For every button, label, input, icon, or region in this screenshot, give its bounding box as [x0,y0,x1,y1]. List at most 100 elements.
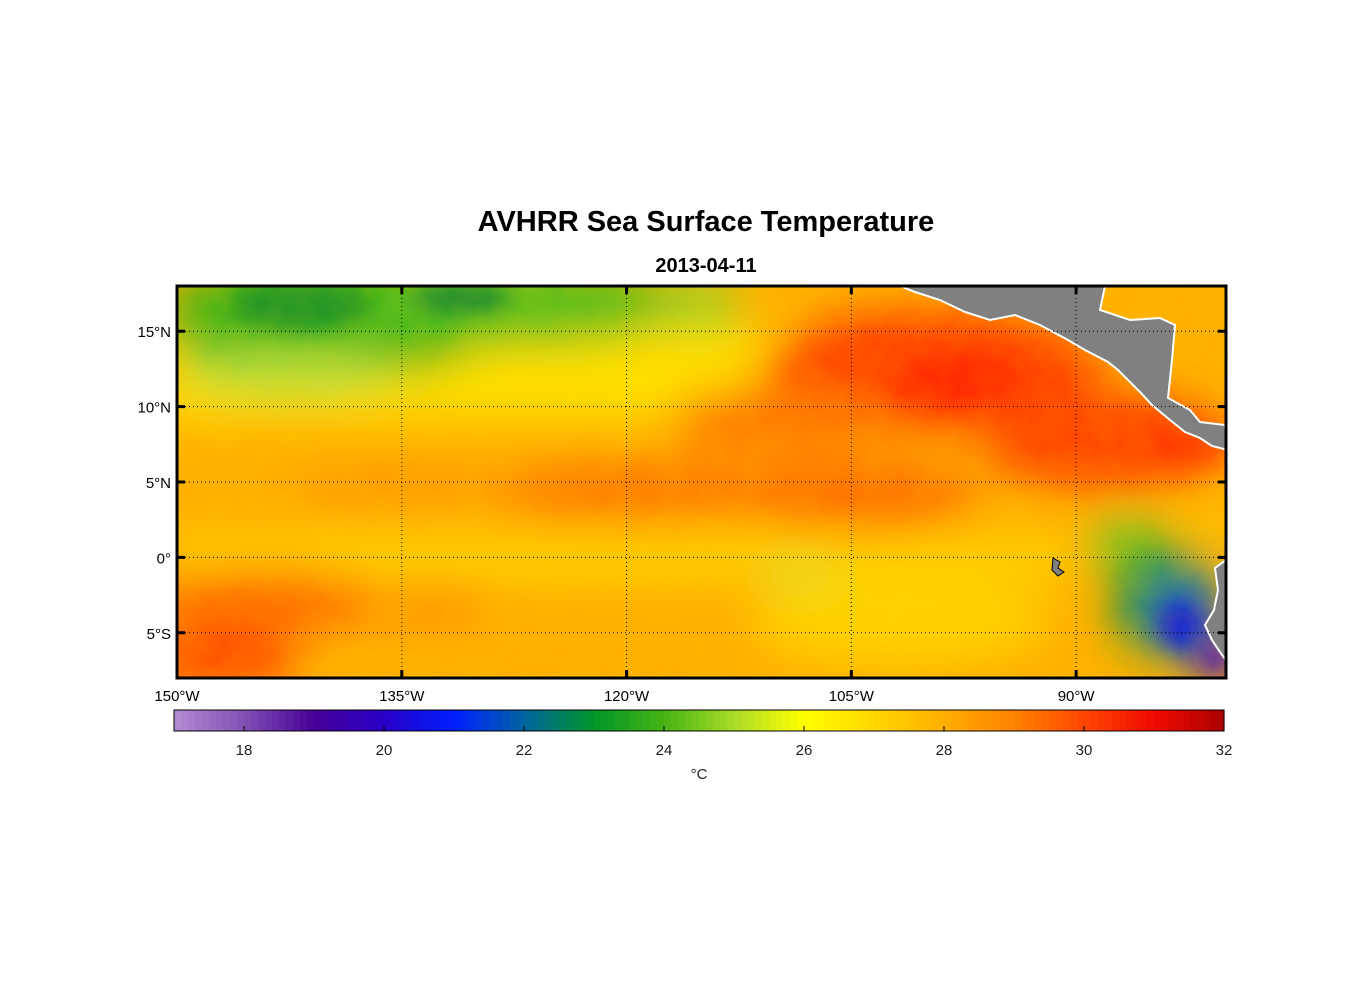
colorbar-step [706,710,714,731]
colorbar-step [223,710,231,731]
colorbar-step [580,710,588,731]
colorbar-step [909,710,917,731]
lat-tick-label: 0° [157,550,171,567]
colorbar-step [986,710,994,731]
colorbar-step [426,710,434,731]
colorbar-step [370,710,378,731]
colorbar-step [363,710,371,731]
colorbar-step [867,710,875,731]
colorbar-step [811,710,819,731]
colorbar-step [657,710,665,731]
colorbar-step [678,710,686,731]
colorbar-step [391,710,399,731]
colorbar-tick-label: 20 [376,742,393,759]
colorbar-step [860,710,868,731]
colorbar-step [755,710,763,731]
colorbar-step [1217,710,1225,731]
colorbar-step [335,710,343,731]
colorbar-step [489,710,497,731]
colorbar-tick-label: 24 [656,742,673,759]
colorbar-step [734,710,742,731]
colorbar-step [748,710,756,731]
colorbar-step [713,710,721,731]
colorbar-unit-label: °C [691,766,708,783]
colorbar-step [930,710,938,731]
colorbar-step [727,710,735,731]
colorbar-step [587,710,595,731]
colorbar-step [510,710,518,731]
colorbar-step [573,710,581,731]
colorbar-step [251,710,259,731]
colorbar-step [433,710,441,731]
colorbar-step [356,710,364,731]
colorbar-step [475,710,483,731]
colorbar-step [1000,710,1008,731]
colorbar-step [1091,710,1099,731]
colorbar-step [839,710,847,731]
map-gridlines [177,286,1226,678]
colorbar-step [1077,710,1085,731]
colorbar-step [1140,710,1148,731]
colorbar-step [776,710,784,731]
colorbar-step [454,710,462,731]
colorbar-step [538,710,546,731]
colorbar-step [720,710,728,731]
colorbar-step [797,710,805,731]
colorbar-step [902,710,910,731]
colorbar-step [188,710,196,731]
colorbar-step [496,710,504,731]
colorbar-step [958,710,966,731]
colorbar-step [1112,710,1120,731]
colorbar-step [1133,710,1141,731]
colorbar-step [286,710,294,731]
colorbar-step [622,710,630,731]
colorbar-step [405,710,413,731]
lon-tick-label: 90°W [1058,688,1096,705]
lat-tick-label: 15°N [137,324,171,341]
colorbar-step [1161,710,1169,731]
colorbar-step [692,710,700,731]
colorbar-step [804,710,812,731]
map-title: AVHRR Sea Surface Temperature [477,206,935,238]
lon-tick-label: 150°W [154,688,200,705]
colorbar-step [1196,710,1204,731]
colorbar-step [482,710,490,731]
colorbar-step [671,710,679,731]
longitude-ticks: 150°W 135°W 120°W 105°W 90°W [154,286,1095,705]
lat-tick-label: 10°N [137,400,171,417]
lat-tick-label: 5°S [147,626,171,643]
colorbar-step [314,710,322,731]
colorbar-step [195,710,203,731]
colorbar-step [685,710,693,731]
colorbar-step [566,710,574,731]
colorbar-step [1147,710,1155,731]
colorbar-step [790,710,798,731]
colorbar-step [1168,710,1176,731]
colorbar-step [1182,710,1190,731]
colorbar-step [853,710,861,731]
colorbar-step [398,710,406,731]
colorbar-step [1119,710,1127,731]
colorbar-tick-label: 32 [1216,742,1233,759]
colorbar-step [174,710,182,731]
colorbar-step [531,710,539,731]
colorbar-step [321,710,329,731]
colorbar-step [1063,710,1071,731]
colorbar-step [1028,710,1036,731]
colorbar-step [552,710,560,731]
colorbar-step [944,710,952,731]
colorbar-step [923,710,931,731]
colorbar-step [993,710,1001,731]
map-subtitle: 2013-04-11 [655,255,757,277]
lon-tick-label: 120°W [604,688,650,705]
colorbar-step [244,710,252,731]
colorbar-step [468,710,476,731]
colorbar-step [1056,710,1064,731]
colorbar-step [846,710,854,731]
colorbar-step [384,710,392,731]
colorbar-step [783,710,791,731]
colorbar-step [1007,710,1015,731]
lat-tick-label: 5°N [146,475,171,492]
colorbar-step [307,710,315,731]
colorbar-step [594,710,602,731]
